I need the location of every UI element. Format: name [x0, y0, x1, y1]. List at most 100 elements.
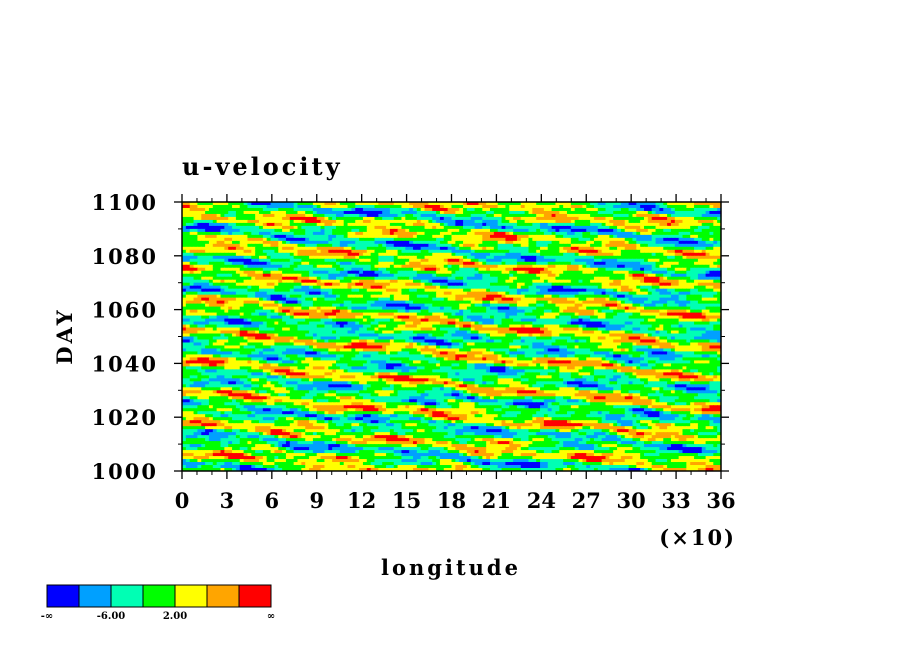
heatmap-cell [347, 246, 352, 251]
heatmap-cell [582, 210, 587, 215]
heatmap-cell [490, 204, 495, 209]
heatmap-cell [709, 210, 714, 215]
heatmap-cell [428, 243, 433, 248]
heatmap-cell [540, 225, 545, 230]
heatmap-cell [208, 207, 214, 212]
heatmap-cell [443, 231, 449, 236]
heatmap-cell [224, 237, 229, 242]
heatmap-cell [663, 222, 668, 227]
heatmap-cell [436, 222, 441, 227]
heatmap-cell [228, 222, 233, 227]
heatmap-cell [193, 219, 198, 224]
heatmap-cell [312, 202, 318, 206]
heatmap-cell [293, 213, 299, 218]
heatmap-cell [582, 240, 587, 245]
heatmap-cell [297, 202, 302, 206]
heatmap-cell [235, 202, 241, 206]
heatmap-cell [305, 240, 310, 245]
heatmap-cell [563, 234, 568, 239]
heatmap-cell [312, 240, 318, 245]
heatmap-cell [366, 243, 372, 248]
heatmap-cell [570, 237, 576, 242]
heatmap-cell [262, 222, 268, 227]
heatmap-cell [278, 231, 283, 236]
heatmap-cell [278, 222, 283, 227]
heatmap-cell [486, 243, 491, 248]
heatmap-cell [497, 228, 503, 233]
heatmap-cell [420, 219, 426, 224]
heatmap-cell [251, 202, 256, 206]
heatmap-cell [282, 207, 287, 212]
heatmap-cell [474, 228, 480, 233]
heatmap-cell [235, 237, 241, 242]
heatmap-cell [613, 243, 618, 248]
heatmap-cell [193, 204, 198, 209]
heatmap-cell [424, 246, 429, 251]
heatmap-cell [470, 210, 476, 215]
heatmap-cell [524, 237, 530, 242]
heatmap-cell [459, 228, 464, 233]
heatmap-cell [332, 204, 337, 209]
heatmap-cell [543, 202, 549, 206]
heatmap-cell [632, 231, 637, 236]
heatmap-cell [697, 231, 703, 236]
heatmap-cell [513, 210, 518, 215]
heatmap-cell [520, 237, 526, 242]
heatmap-cell [644, 237, 649, 242]
heatmap-cell [432, 207, 437, 212]
heatmap-cell [547, 234, 553, 239]
heatmap-cell [543, 237, 549, 242]
heatmap-cell [640, 213, 645, 218]
heatmap-cell [466, 216, 472, 221]
heatmap-cell [717, 240, 721, 245]
heatmap-cell [686, 219, 691, 224]
heatmap-cell [628, 237, 634, 242]
heatmap-cell [524, 204, 530, 209]
heatmap-cell [655, 204, 660, 209]
heatmap-cell [682, 231, 687, 236]
heatmap-cell [701, 207, 707, 212]
heatmap-cell [285, 228, 291, 233]
heatmap-cell [659, 202, 664, 206]
heatmap-cell [551, 228, 557, 233]
heatmap-cell [474, 246, 480, 251]
heatmap-cell [694, 240, 699, 245]
heatmap-cell [289, 228, 295, 233]
heatmap-cell [420, 204, 426, 209]
heatmap-cell [185, 202, 191, 206]
heatmap-cell [563, 240, 568, 245]
heatmap-cell [536, 216, 541, 221]
heatmap-cell [667, 216, 672, 221]
heatmap-cell [409, 234, 414, 239]
heatmap-cell [644, 231, 649, 236]
heatmap-cell [251, 219, 256, 224]
heatmap-cell [370, 216, 376, 221]
heatmap-cell [609, 240, 614, 245]
heatmap-cell [255, 207, 260, 212]
heatmap-cell [343, 225, 349, 230]
heatmap-cell [597, 225, 603, 230]
heatmap-cell [424, 210, 429, 215]
heatmap-cell [255, 246, 260, 251]
heatmap-cell [624, 204, 630, 209]
heatmap-cell [432, 219, 437, 224]
heatmap-cell [439, 234, 445, 239]
heatmap-cell [563, 213, 568, 218]
heatmap-cell [501, 231, 506, 236]
heatmap-cell [259, 207, 264, 212]
heatmap-cell [505, 207, 510, 212]
heatmap-cell [532, 210, 537, 215]
heatmap-cell [605, 207, 610, 212]
heatmap-cell [513, 202, 518, 206]
heatmap-cell [605, 204, 610, 209]
heatmap-cell [474, 231, 480, 236]
heatmap-cell [682, 202, 687, 206]
heatmap-cell [262, 240, 268, 245]
heatmap-cell [651, 210, 657, 215]
heatmap-cell [532, 243, 537, 248]
heatmap-cell [459, 231, 464, 236]
heatmap-cell [582, 204, 587, 209]
heatmap-cell [713, 240, 718, 245]
heatmap-cell [413, 216, 418, 221]
heatmap-cell [247, 222, 252, 227]
